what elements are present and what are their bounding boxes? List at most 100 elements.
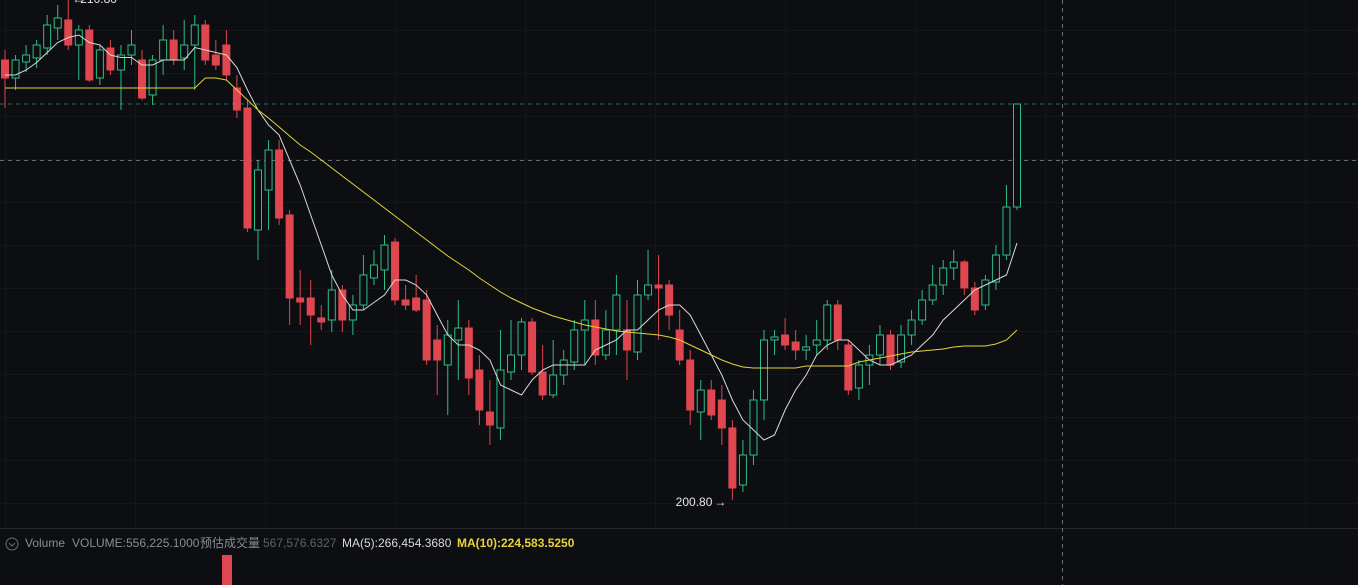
candle-body [43,24,52,49]
candle-body [1002,206,1011,256]
candle-body [232,87,241,111]
candle-body [32,44,41,59]
high-marker-label: 210.80 [80,0,117,6]
candle-body [95,49,104,79]
candle-body [833,304,842,341]
candle-body [696,389,705,413]
candle-body [970,287,979,311]
candle-body [928,284,937,301]
candle-body [1,59,9,79]
candle-body [159,39,168,61]
candle-body [665,284,674,316]
candle-body [791,341,800,351]
candle-body [760,339,768,401]
candle-body [844,344,853,391]
candle-body [886,334,895,366]
candle-body [781,334,790,346]
candle-body [138,59,147,99]
candle-body [422,299,431,361]
candle-body [770,336,779,341]
candle-body [485,411,494,426]
moving-average-line [5,77,1018,369]
candle-body [496,369,505,429]
candle-body [728,427,737,489]
candle-body [369,264,378,279]
candle-body [939,267,948,286]
candle-body [222,44,231,76]
candle-body [464,327,473,379]
candle-body [854,364,863,389]
candle-body [991,254,1000,283]
candle-body [433,339,442,361]
candle-body [654,284,663,289]
candle-body [201,24,210,61]
grid [0,0,1358,528]
candle-body [243,107,252,229]
moving-average-line [5,34,1018,441]
collapse-icon[interactable] [5,537,19,551]
candle-body [633,294,642,353]
candle-body [338,289,347,321]
candle-body [907,319,916,336]
candle-body [254,169,262,231]
low-marker-arrow: → [714,495,726,509]
candle-body [738,454,747,486]
candle-body [538,371,547,396]
candle-body [559,359,568,376]
candle-body [802,346,811,351]
candle-body [169,39,178,61]
candle-body [897,334,906,363]
candle-body [127,44,136,56]
candle-body [549,374,558,396]
candle-body [285,214,294,299]
candle-body [306,297,315,316]
low-marker-label: 200.80 [676,495,713,509]
candle-body [401,299,410,306]
candle-body [918,299,927,321]
candle-body [106,47,115,71]
candle-body [1013,103,1021,208]
candle-body [64,19,73,46]
candle-body [675,329,684,361]
candle-body [517,321,526,356]
candle-body [707,389,716,416]
volume-ma10: MA(10):224,583.5250 [457,536,575,550]
candle-body [601,329,610,356]
candle-body [22,54,31,63]
candle-body [11,59,20,79]
candle-body [528,321,537,373]
candle-body [812,339,821,346]
candle-body [85,29,94,81]
candle-body [612,294,621,331]
candle-body [591,319,600,356]
candle-body [190,24,199,46]
candle-body [348,304,357,321]
candle-body [475,369,484,411]
candle-body [74,29,83,46]
high-marker-arrow: ← [72,0,84,6]
volume-label: Volume [25,536,65,550]
candle-body [359,274,368,306]
candle-body [327,289,336,321]
candle-body [380,244,389,271]
volume-bar [222,555,232,585]
candle-body [148,59,157,96]
candle-body [981,279,990,306]
candle-body [180,44,189,59]
candle-body [317,317,326,323]
candle-body [296,297,305,303]
volume-ma5: MA(5):266,454.3680 [342,536,452,550]
estimate-label: 预估成交量 [200,535,260,550]
candle-body [412,297,421,311]
candle-body [960,261,969,289]
candle-body [717,399,726,429]
candle-body [644,284,653,296]
candle-body [949,261,958,269]
candle-body [454,327,463,341]
candle-body [507,354,515,373]
candle-body [211,54,220,66]
candle-body [875,334,884,356]
candle-body [391,241,400,301]
candle-body [443,334,452,366]
